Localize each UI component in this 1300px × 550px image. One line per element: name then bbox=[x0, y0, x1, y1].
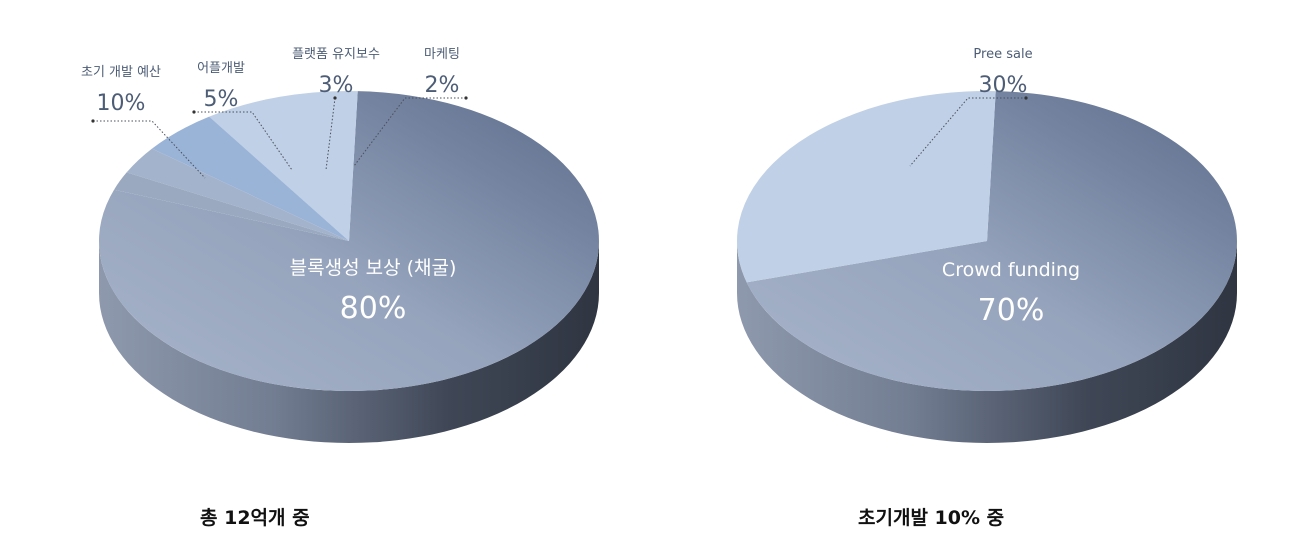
pie-main-value: 80% bbox=[340, 291, 407, 326]
pie-side-wall bbox=[99, 241, 599, 443]
pie-chart-token-distribution: 블록생성 보상 (채굴) 80% 초기 개발 예산 10% 어플개발 5% 플랫폼 유지보수… bbox=[81, 47, 599, 443]
leader-line bbox=[325, 97, 336, 171]
leader-dot bbox=[192, 110, 196, 114]
pie-main-label: Crowd funding bbox=[942, 259, 1080, 281]
pie-slice-block-reward bbox=[98, 91, 599, 392]
pie-side-wall bbox=[737, 241, 1237, 443]
chart-caption-initial: 초기개발 10% 중 bbox=[858, 507, 1005, 529]
slice-label-name: 마케팅 bbox=[424, 47, 460, 62]
slice-label-value: 10% bbox=[97, 91, 146, 116]
slice-label-name: 어플개발 bbox=[197, 61, 245, 76]
leader-dot bbox=[464, 96, 468, 100]
pie-slice-1 bbox=[737, 90, 996, 283]
slice-label-value: 5% bbox=[204, 87, 239, 112]
pie-slice-2 bbox=[151, 116, 349, 241]
slice-label-value: 2% bbox=[425, 73, 460, 98]
chart-caption-total: 총 12억개 중 bbox=[200, 507, 310, 529]
slice-label-name: 초기 개발 예산 bbox=[81, 65, 161, 80]
pie-main-value: 70% bbox=[978, 293, 1045, 328]
slice-label-value: 3% bbox=[319, 73, 354, 98]
pie-chart-initial-development: Crowd funding 70% Pree sale 30% bbox=[737, 47, 1238, 443]
slice-label-name: 플랫폼 유지보수 bbox=[292, 47, 380, 62]
slice-label-name: Pree sale bbox=[973, 47, 1032, 62]
leader-dot bbox=[1024, 96, 1028, 100]
pie-slice-1 bbox=[209, 90, 358, 241]
pie-slice-3 bbox=[126, 148, 349, 241]
leader-dot bbox=[333, 96, 337, 100]
pie-slice-4 bbox=[114, 172, 349, 241]
leader-line bbox=[353, 97, 466, 167]
leader-dot bbox=[91, 119, 95, 123]
pie-slice-crowd-funding bbox=[746, 91, 1238, 392]
pie-main-label: 블록생성 보상 (채굴) bbox=[290, 257, 457, 279]
slice-label-value: 30% bbox=[979, 73, 1028, 98]
